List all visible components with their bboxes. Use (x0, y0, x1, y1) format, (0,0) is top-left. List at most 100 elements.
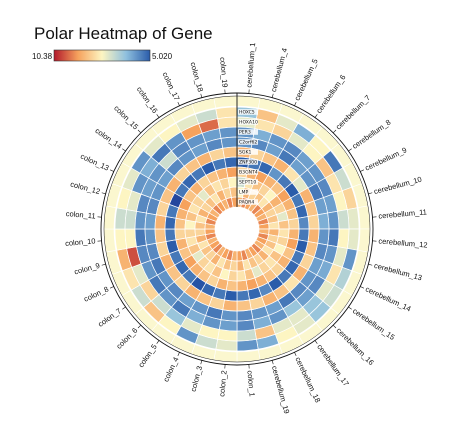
heatmap-cell (297, 228, 310, 242)
sample-label: colon_8 (82, 284, 110, 303)
heatmap-cell (227, 176, 238, 189)
outer-band-cell (236, 349, 261, 363)
gene-label-bg (238, 109, 258, 115)
heatmap-cell (220, 136, 238, 149)
gene-label-bg (238, 159, 258, 165)
gene-label-bg (238, 129, 258, 135)
sample-tick (109, 286, 114, 289)
sample-label: cerebellum_14 (364, 284, 412, 313)
sample-label: colon_3 (189, 365, 204, 393)
heatmap-cell (236, 289, 250, 302)
gene-label: LMP (239, 190, 249, 196)
sample-tick (314, 340, 318, 344)
sample-tick (271, 93, 274, 98)
sample-label: colon_15 (112, 104, 140, 132)
sample-tick (200, 360, 203, 365)
sample-tick (156, 340, 160, 344)
heatmap-cell (236, 299, 252, 312)
heatmap-cell (154, 214, 167, 230)
sample-tick (360, 286, 365, 289)
sample-tick (348, 306, 352, 310)
sample-label: colon_1 (245, 370, 256, 397)
sample-label: cerebellum_10 (373, 175, 423, 196)
gene-label-bg (238, 169, 258, 175)
gene-label-bg (238, 139, 258, 145)
legend-min-label: 10.38 (32, 52, 53, 61)
sample-tick (271, 360, 274, 365)
sample-tick (332, 129, 337, 134)
sample-label: colon_11 (65, 209, 96, 221)
gene-label-bg (238, 199, 258, 205)
outer-band-cell (357, 205, 371, 230)
gene-label: SEPT10 (239, 180, 256, 186)
sample-tick (109, 169, 114, 172)
sample-label: colon_14 (93, 126, 123, 151)
sample-ticks (97, 89, 377, 369)
heatmap-cell (317, 228, 330, 246)
gene-label: B3GNT4 (239, 170, 258, 176)
heatmap-cell (317, 212, 330, 230)
outer-band-cell (103, 228, 117, 253)
sample-tick (137, 129, 142, 134)
sample-label: cerebellum_5 (292, 57, 319, 102)
sample-tick (177, 352, 180, 357)
sample-label: cerebellum_17 (315, 342, 351, 387)
outer-band-cell (213, 349, 238, 363)
ring-outlines (100, 92, 374, 366)
sample-label: cerebellum_7 (334, 93, 372, 131)
sample-label: colon_16 (135, 85, 160, 115)
gene-label: ZNF300 (239, 160, 257, 166)
gene-label: PER3 (239, 130, 251, 136)
heatmap-cell (297, 216, 310, 230)
sample-label: cerebellum_19 (270, 365, 291, 415)
gene-label: SGK1 (239, 150, 251, 156)
gene-label-bg (238, 119, 258, 125)
sample-label: colon_4 (161, 356, 180, 384)
heatmap-cell (224, 156, 238, 169)
sample-label: colon_5 (136, 342, 158, 369)
sample-label: cerebellum_4 (269, 47, 289, 93)
colorbar-legend (53, 49, 151, 62)
sample-tick (177, 101, 180, 106)
heatmap-cell (222, 299, 238, 312)
sample-tick (368, 263, 373, 266)
sample-label: colon_12 (69, 180, 101, 197)
heatmap-cell (222, 146, 238, 159)
heatmap-cell (164, 228, 177, 242)
sample-label: colon_9 (73, 261, 101, 276)
gene-label-bg (238, 189, 258, 195)
sample-label: colon_2 (217, 370, 228, 397)
sample-tick (294, 352, 297, 357)
sample-label: cerebellum_15 (351, 306, 396, 342)
heatmap-cell (236, 279, 249, 292)
sample-label: cerebellum_16 (335, 326, 376, 367)
sample-label: cerebellum_9 (364, 145, 409, 172)
heatmap-cell (144, 212, 157, 230)
sample-label: colon_7 (96, 306, 123, 328)
sample-label: cerebellum_6 (314, 73, 347, 115)
heatmap-cell (220, 309, 238, 322)
gene-labels: HOXC5 HOXA10 PER3 C2orf62 SGK1 ZNF300 B3GNT4 SE… (238, 109, 258, 206)
heatmap-cell (144, 228, 157, 246)
outer-band-cell (213, 95, 238, 109)
sample-tick (294, 101, 297, 106)
sample-label: colon_6 (114, 326, 139, 351)
outer-band-cell (357, 228, 371, 253)
sample-label: cerebellum_13 (373, 261, 423, 282)
sample-tick (360, 169, 365, 172)
sample-label: colon_13 (79, 152, 110, 173)
sample-label: colon_17 (161, 71, 182, 102)
sample-label: cerebellum_8 (350, 118, 392, 151)
sample-tick (332, 324, 337, 329)
sample-tick (122, 306, 126, 310)
gene-label: HOXC5 (239, 110, 255, 116)
gene-label-bg (238, 179, 258, 185)
gene-label: C2orf62 (239, 140, 257, 146)
gene-label: HOXA10 (239, 120, 258, 126)
gene-label: PAQR4 (239, 200, 254, 206)
sample-label: colon_19 (218, 57, 230, 88)
sample-tick (156, 114, 160, 118)
heatmap-cell (164, 216, 177, 230)
heatmap-cell (174, 228, 187, 241)
sample-tick (101, 263, 106, 266)
